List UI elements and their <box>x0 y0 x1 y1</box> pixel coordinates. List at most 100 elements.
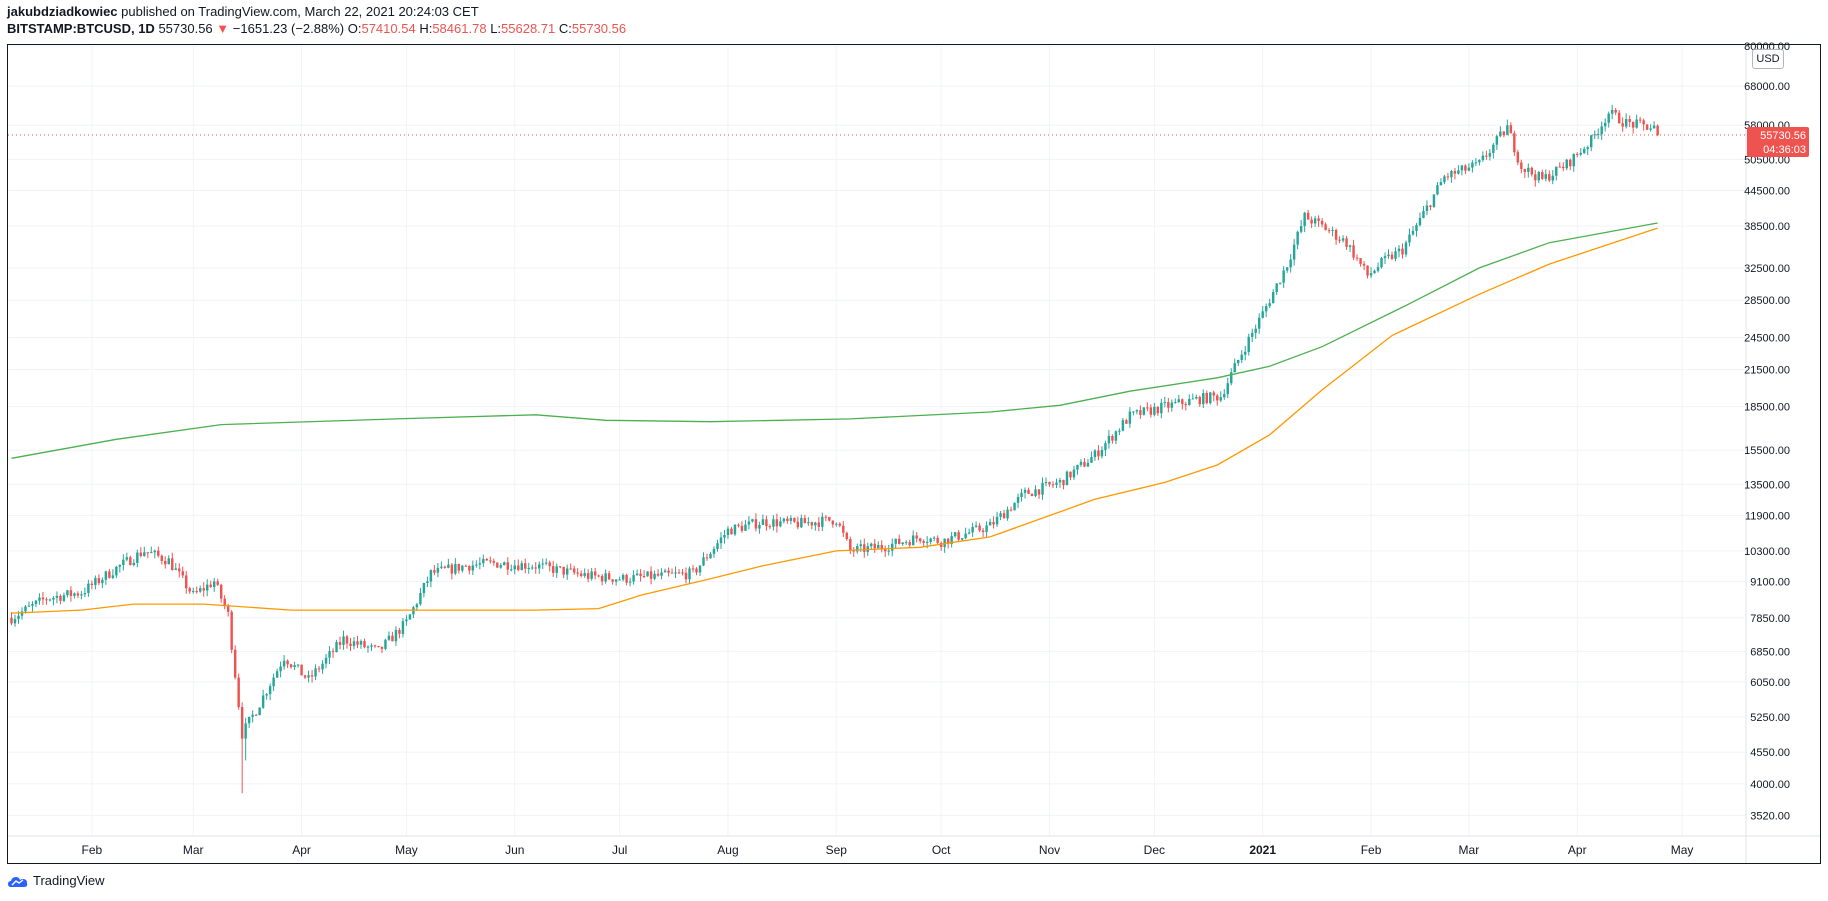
candle-body <box>1635 119 1638 128</box>
candle-body <box>356 641 359 645</box>
candle-body <box>1345 238 1348 247</box>
candle-body <box>964 533 967 539</box>
candle-body <box>300 664 303 676</box>
candle-body <box>660 572 663 576</box>
candle-body <box>419 593 422 605</box>
brand-name[interactable]: TradingView <box>33 873 105 888</box>
candle-body <box>1044 482 1048 484</box>
candle-body <box>904 542 908 544</box>
candle-body <box>80 594 83 596</box>
candle-body <box>803 517 807 524</box>
candle-body <box>842 525 845 533</box>
y-tick-label: 3520.00 <box>1750 810 1790 822</box>
candle-body <box>607 573 611 580</box>
last-price: 55730.56 <box>158 21 213 36</box>
candle-body <box>807 522 810 524</box>
candle-body <box>1656 125 1659 136</box>
author-name[interactable]: jakubdziadkowiec <box>7 4 118 19</box>
candle-body <box>884 548 887 552</box>
candle-body <box>1460 165 1464 171</box>
candle-body <box>377 645 380 647</box>
candle-body <box>1142 407 1146 415</box>
candle-body <box>838 523 842 526</box>
candle-body <box>1111 435 1114 441</box>
x-tick-label: Jun <box>505 843 524 857</box>
candle-body <box>174 568 177 570</box>
candle-body <box>1390 254 1394 259</box>
candle-body <box>195 591 198 593</box>
candle-body <box>1275 283 1278 293</box>
candle-body <box>1205 393 1208 404</box>
candle-body <box>1062 479 1065 486</box>
candle-body <box>1334 229 1338 240</box>
candle-body <box>663 570 667 573</box>
candle-body <box>967 532 971 534</box>
candle-body <box>614 579 618 582</box>
candle-body <box>73 593 76 596</box>
candle-body <box>1146 407 1149 409</box>
candle-body <box>1006 509 1009 519</box>
candle-body <box>1156 406 1160 414</box>
candle-body <box>212 581 216 588</box>
candle-body <box>48 599 52 601</box>
y-tick-label: 13500.00 <box>1744 479 1790 491</box>
candle-body <box>41 597 45 600</box>
candle-body <box>649 571 653 579</box>
candle-body <box>1576 153 1579 155</box>
candle-body <box>667 570 670 573</box>
candle-body <box>1436 185 1439 195</box>
candle-body <box>618 579 621 581</box>
candle-body <box>387 635 391 640</box>
candle-body <box>450 564 454 574</box>
candle-body <box>897 538 901 544</box>
candle-body <box>524 563 527 569</box>
price-axis: 80000.0068000.0058000.0050500.0044500.00… <box>1744 41 1790 822</box>
candle-body <box>153 550 157 553</box>
candle-body <box>593 571 597 576</box>
candle-body <box>531 567 534 569</box>
candle-body <box>1299 226 1303 232</box>
candle-body <box>1544 174 1548 179</box>
candle-body <box>901 542 904 544</box>
candle-body <box>1013 502 1016 511</box>
candle-body <box>482 559 485 564</box>
candle-body <box>59 595 62 601</box>
candle-body <box>1177 399 1181 403</box>
y-tick-label: 6050.00 <box>1750 677 1790 689</box>
candle-body <box>992 522 995 525</box>
candle-body <box>90 583 94 586</box>
candle-body <box>83 593 87 595</box>
candle-body <box>188 588 191 592</box>
candle-body <box>261 695 265 708</box>
candle-body <box>55 595 59 598</box>
candle-body <box>932 537 936 539</box>
candle-body <box>1408 234 1411 243</box>
candle-body <box>712 548 716 554</box>
candle-body <box>863 544 866 552</box>
currency-badge[interactable]: USD <box>1752 49 1784 69</box>
candle-body <box>1492 144 1495 153</box>
candle-body <box>1565 159 1568 169</box>
candle-body <box>670 572 674 574</box>
candle-body <box>737 524 740 526</box>
candle-body <box>999 513 1002 517</box>
candle-body <box>1383 256 1387 259</box>
candle-body <box>1352 245 1355 258</box>
candle-body <box>1188 398 1191 406</box>
candle-body <box>1579 152 1582 155</box>
y-tick-label: 50500.00 <box>1744 154 1790 166</box>
y-tick-label: 11900.00 <box>1745 510 1790 522</box>
candle-body <box>1303 212 1306 227</box>
candle-body <box>1313 218 1317 224</box>
candle-body <box>579 573 583 576</box>
candle-body <box>1310 219 1313 224</box>
candle-body <box>1453 170 1457 174</box>
candle-body <box>733 524 737 535</box>
candle-body <box>1541 172 1544 179</box>
candle-body <box>1443 176 1446 183</box>
candle-body <box>1495 136 1499 145</box>
publish-text: published on TradingView.com, March 22, … <box>121 4 479 19</box>
y-tick-label: 10300.00 <box>1744 546 1790 558</box>
candle-body <box>34 600 38 605</box>
